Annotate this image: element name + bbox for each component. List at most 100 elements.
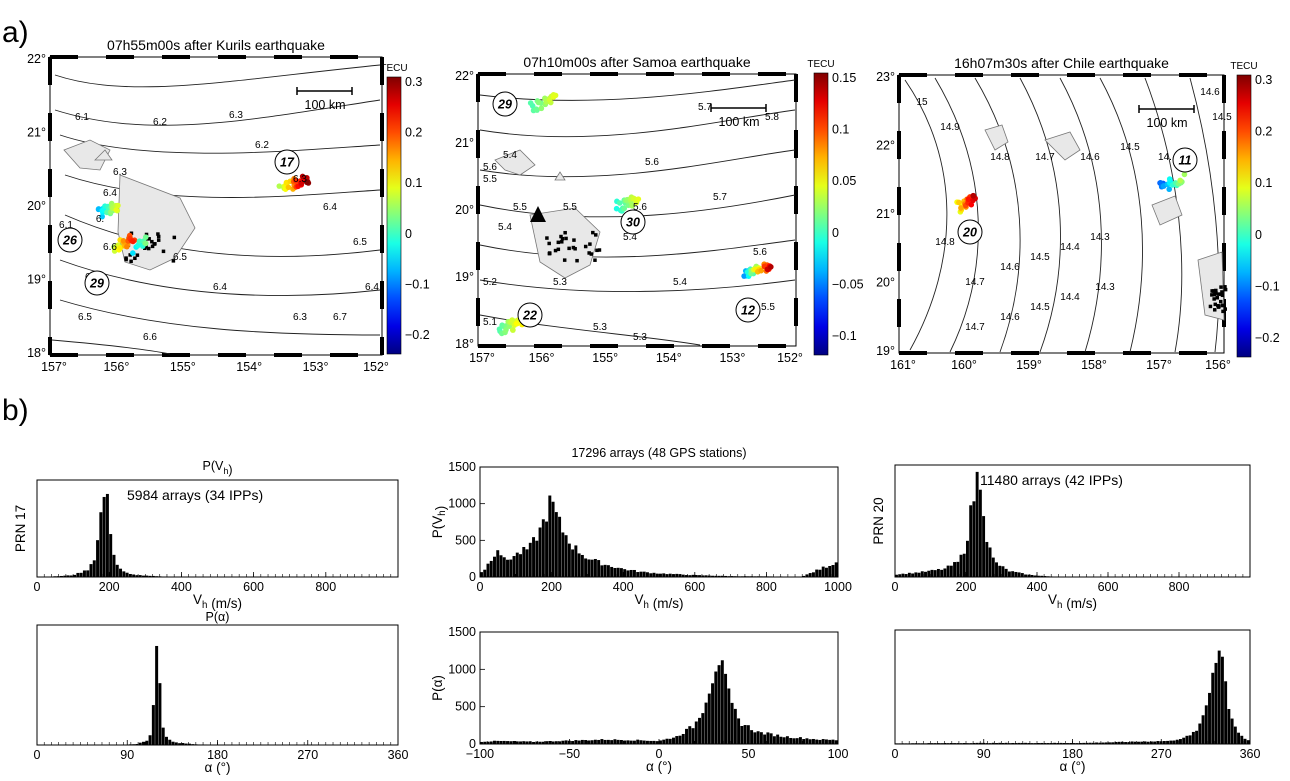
histogram-bar: [525, 741, 529, 744]
contour-label: 5.6: [753, 247, 767, 258]
x-tick-label: 180: [1062, 747, 1083, 761]
contour-line: [479, 239, 796, 258]
prn-label: 11: [1179, 154, 1192, 168]
contour-label: 5.4: [623, 232, 637, 243]
contour-label: 14.5: [1030, 302, 1050, 313]
map-panel-2: 5.75.85.65.75.65.55.65.45.55.45.55.35.45…: [455, 54, 864, 365]
histogram-bar: [1246, 740, 1250, 744]
histogram-bar: [662, 573, 666, 577]
ipp-point: [1181, 171, 1188, 178]
histogram-bar: [652, 572, 656, 577]
contour-label: 6.3: [293, 174, 307, 185]
contour-line: [1059, 77, 1102, 353]
island-shape: [94, 149, 113, 161]
histogram-bar: [59, 575, 63, 577]
histogram-bar: [655, 741, 659, 744]
island-shape: [1151, 195, 1183, 226]
contour-line: [479, 109, 796, 138]
histogram-bar: [1053, 742, 1057, 744]
contour-label: 14.6: [1200, 87, 1220, 98]
x-tick-label: 100: [828, 747, 849, 761]
x-tick-label: 200: [99, 580, 120, 594]
histogram-bar: [911, 573, 915, 577]
histogram-bar: [522, 741, 526, 744]
histogram-bar: [1127, 742, 1131, 744]
histogram-bar: [155, 645, 159, 745]
histogram-bar: [171, 741, 175, 745]
histogram-bar: [642, 571, 646, 577]
histogram-bar: [600, 565, 604, 577]
prn-label: 29: [497, 98, 512, 112]
histogram-bar: [204, 744, 208, 745]
contour-label: 6.: [96, 214, 104, 225]
histogram-bar: [901, 573, 905, 577]
histogram-bar: [1040, 742, 1044, 744]
x-tick-label: 50: [742, 747, 756, 761]
histogram-bar: [509, 559, 513, 577]
histogram-bar: [610, 740, 614, 744]
histogram-bar: [711, 683, 715, 744]
histogram-bar: [936, 568, 940, 577]
ipp-point: [741, 273, 747, 279]
histogram-bar: [1046, 743, 1050, 744]
histogram-bar: [623, 569, 627, 577]
gps-station-marker: [128, 253, 132, 257]
histogram-bar: [1030, 743, 1034, 744]
histogram-bar: [821, 566, 825, 577]
gps-station-marker: [597, 248, 602, 252]
histogram-bar: [936, 743, 940, 744]
x-tick-label: 360: [1240, 747, 1261, 761]
colorbar-tick: 0.2: [1255, 125, 1272, 139]
island-shape: [529, 207, 601, 279]
histogram-bar: [535, 741, 539, 744]
map-x-tick: 157°: [469, 351, 495, 365]
scale-bar: [1138, 105, 1195, 113]
histogram-bar: [519, 554, 523, 577]
histogram-bar: [946, 743, 950, 744]
x-axis-label: Vh (m/s): [193, 592, 242, 611]
histogram-bar: [1114, 742, 1118, 744]
histogram-bar: [486, 741, 490, 744]
contour-label: 6.4: [365, 282, 379, 293]
histogram-bar: [493, 556, 496, 577]
histogram-bar: [1017, 742, 1021, 744]
histogram-bar: [158, 683, 162, 745]
histogram-bar: [1007, 571, 1011, 577]
histogram-bar: [1066, 743, 1069, 744]
histogram-bar: [499, 555, 503, 577]
contour-line: [1019, 77, 1061, 353]
ipp-point: [538, 105, 545, 112]
histogram-bar: [545, 521, 549, 577]
gps-station-marker: [560, 240, 564, 244]
histogram-bar: [740, 576, 744, 577]
contour-label: 14.6: [1080, 152, 1100, 163]
gps-station-marker: [156, 238, 161, 242]
gps-station-marker: [547, 241, 551, 246]
x-tick-label: −50: [559, 747, 580, 761]
histogram-bar: [102, 496, 106, 577]
y-axis-label: PRN 20: [871, 497, 886, 544]
ipp-point: [956, 199, 962, 206]
map-x-tick: 156°: [529, 351, 555, 365]
histogram-bar: [597, 560, 601, 577]
contour-label: 5.6: [645, 157, 659, 168]
ipp-point: [124, 243, 130, 250]
ipp-point: [299, 173, 306, 180]
y-tick-label: 500: [455, 533, 476, 547]
histogram-bar: [930, 569, 934, 577]
histogram-bar: [96, 540, 100, 577]
contour-label: 6.1: [59, 220, 73, 231]
histogram-bar: [966, 743, 969, 744]
gps-station-marker: [567, 246, 571, 251]
histogram-bar: [554, 512, 558, 577]
histogram-bar: [798, 737, 802, 744]
histogram-bar: [991, 742, 995, 744]
contour-label: 14.9: [940, 122, 960, 133]
map-x-tick: 161°: [890, 358, 916, 372]
map-x-tick: 154°: [236, 360, 262, 374]
histogram-title: 17296 arrays (48 GPS stations): [571, 446, 746, 460]
histogram-bar: [1188, 735, 1192, 744]
histogram-bar: [688, 726, 692, 744]
panel-label-a: a): [2, 16, 29, 49]
histogram-annotation: 5984 arrays (34 IPPs): [127, 487, 263, 503]
